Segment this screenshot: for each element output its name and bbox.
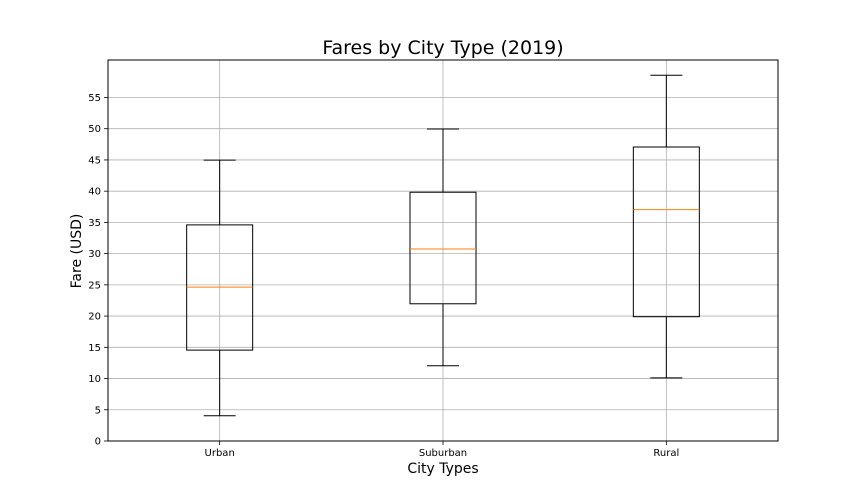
y-tick-label: 55 [88, 93, 101, 104]
box-urban [186, 159, 254, 417]
y-tick-label: 0 [95, 437, 101, 448]
y-tick-label: 15 [88, 343, 101, 354]
box-suburban [409, 128, 477, 367]
y-tick-label: 50 [88, 124, 101, 135]
iqr-box [409, 191, 477, 305]
y-tick-label: 30 [88, 249, 101, 260]
y-axis-label: Fare (USD) [69, 214, 85, 289]
x-axis-label: City Types [407, 461, 478, 477]
x-tick-label: Rural [653, 448, 679, 459]
y-tick-label: 35 [88, 218, 101, 229]
y-tick-label: 20 [88, 312, 101, 323]
iqr-box [632, 146, 700, 318]
x-axis-ticks: Urban Suburban Rural [205, 441, 679, 459]
x-tick-label: Suburban [419, 448, 467, 459]
chart-title: Fares by City Type (2019) [322, 37, 563, 59]
y-axis-ticks: 0 5 10 15 20 25 30 35 40 45 50 55 [88, 93, 108, 448]
y-tick-label: 45 [88, 155, 101, 166]
box-rural [632, 74, 700, 379]
y-tick-label: 25 [88, 280, 101, 291]
grid-lines [108, 60, 778, 442]
boxes [186, 74, 700, 417]
y-tick-label: 10 [88, 374, 101, 385]
x-tick-label: Urban [205, 448, 235, 459]
y-tick-label: 5 [95, 405, 101, 416]
y-tick-label: 40 [88, 187, 101, 198]
